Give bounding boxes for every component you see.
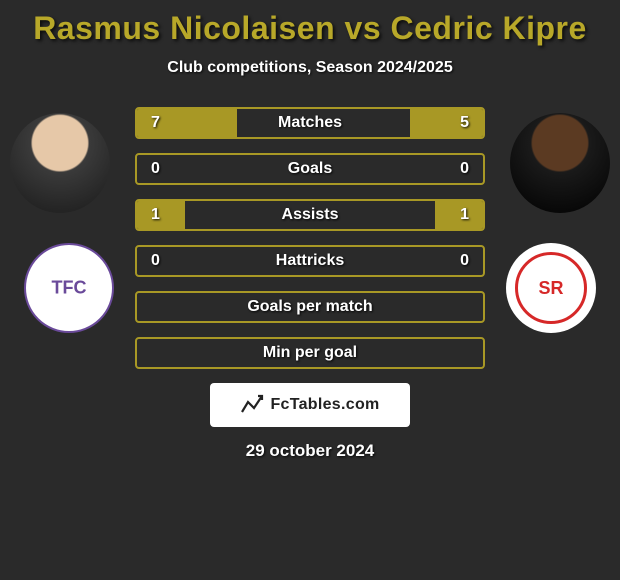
stat-label: Matches [278,114,342,132]
club-right-logo: SR [506,243,596,333]
club-right-abbr: SR [515,252,587,324]
stat-label: Hattricks [276,252,344,270]
page-title: Rasmus Nicolaisen vs Cedric Kipre [0,0,620,47]
stat-value-right: 0 [460,160,469,178]
stat-value-left: 7 [151,114,160,132]
comparison-panel: SR 7 5 Matches 0 0 Goals 1 1 Assists 0 0 Hattricks G… [0,107,620,461]
stat-value-left: 0 [151,160,160,178]
stat-value-left: 0 [151,252,160,270]
stat-value-right: 1 [460,206,469,224]
player-left-avatar [10,113,110,213]
stat-label: Goals per match [247,298,372,316]
stat-row: 1 1 Assists [135,199,485,231]
stat-label: Min per goal [263,344,357,362]
stat-value-right: 5 [460,114,469,132]
stat-bar-right [435,201,483,229]
date-label: 29 october 2024 [0,441,620,461]
stat-label: Goals [288,160,332,178]
stat-value-right: 0 [460,252,469,270]
stat-row: 0 0 Goals [135,153,485,185]
stat-row: Goals per match [135,291,485,323]
stat-row: 7 5 Matches [135,107,485,139]
stat-row: 0 0 Hattricks [135,245,485,277]
club-left-logo [24,243,114,333]
brand-text: FcTables.com [270,396,379,414]
subtitle: Club competitions, Season 2024/2025 [0,59,620,77]
stat-label: Assists [282,206,339,224]
stats-bars: 7 5 Matches 0 0 Goals 1 1 Assists 0 0 Hattricks Goal… [135,107,485,369]
player-right-avatar [510,113,610,213]
stat-row: Min per goal [135,337,485,369]
stat-bar-right [410,109,483,137]
brand-icon [240,394,266,416]
brand-logo: FcTables.com [210,383,410,427]
stat-value-left: 1 [151,206,160,224]
stat-bar-left [137,201,185,229]
